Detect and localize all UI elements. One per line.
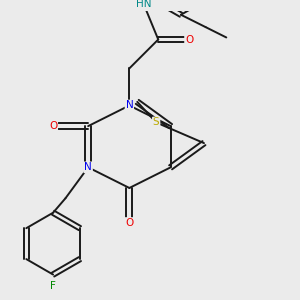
Text: O: O bbox=[49, 121, 57, 131]
Text: S: S bbox=[153, 118, 160, 128]
Text: N: N bbox=[125, 100, 133, 110]
Text: N: N bbox=[84, 162, 92, 172]
Text: O: O bbox=[185, 34, 193, 44]
Text: F: F bbox=[50, 281, 56, 291]
Text: HN: HN bbox=[136, 0, 152, 10]
Text: O: O bbox=[125, 218, 134, 228]
